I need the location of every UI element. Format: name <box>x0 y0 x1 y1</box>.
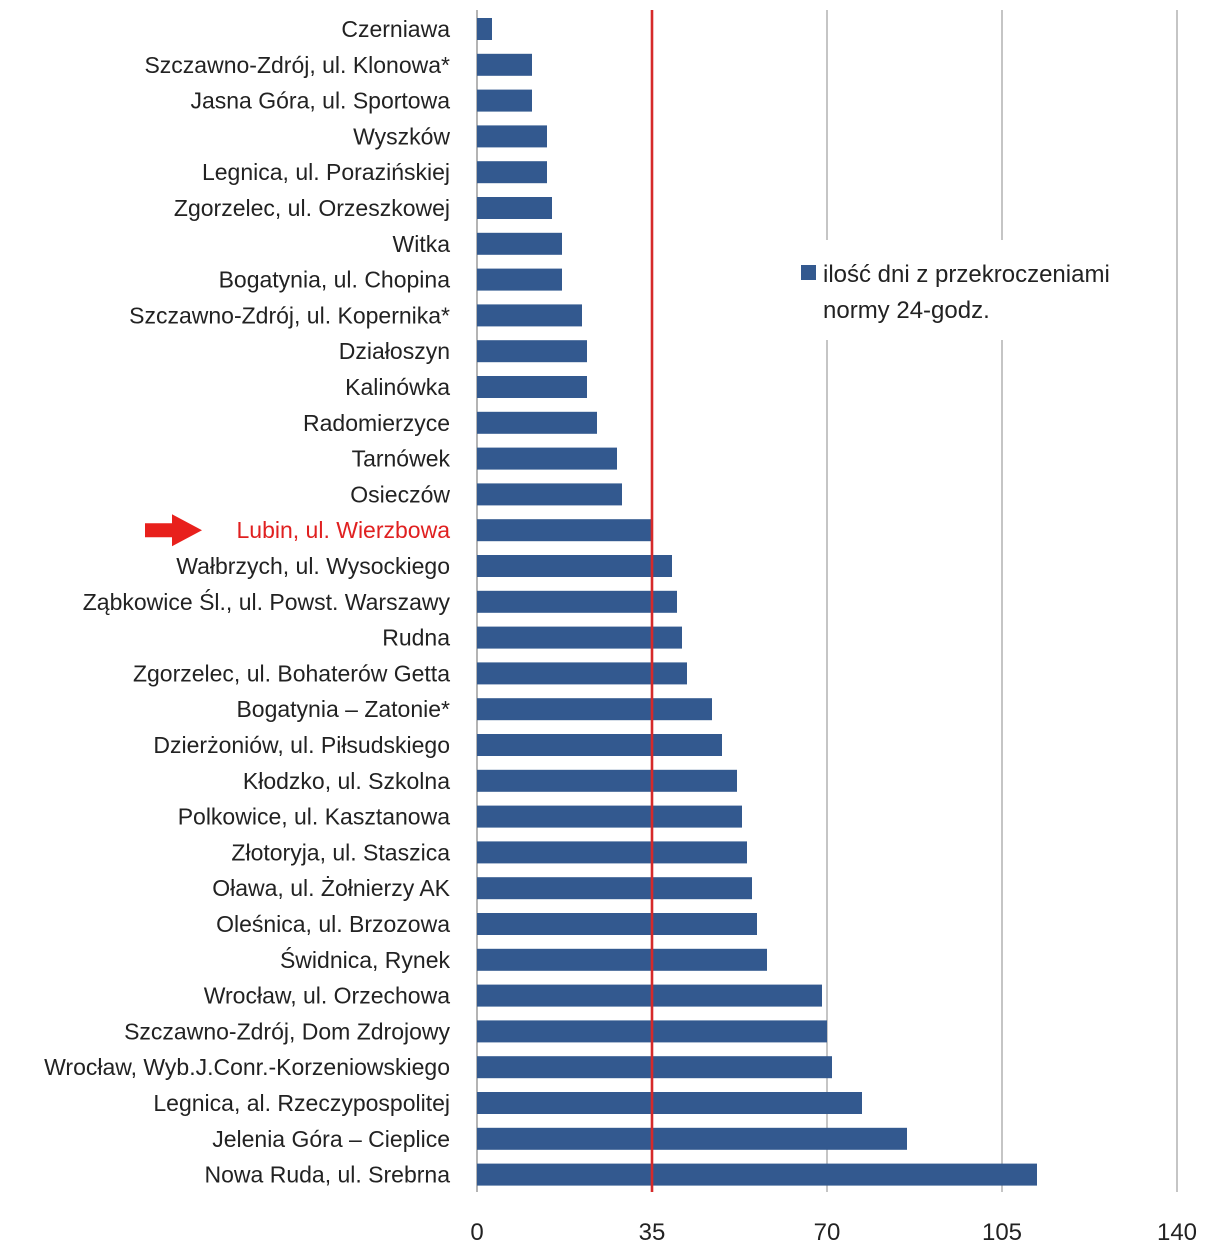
category-labels: Czerniawa Szczawno-Zdrój, ul. Klonowa* Jas… <box>44 16 451 1188</box>
bar <box>477 1092 862 1114</box>
legend-label-line-2: normy 24-godz. <box>823 297 990 324</box>
category-label: Wyszków <box>353 123 450 149</box>
category-label: Wałbrzych, ul. Wysockiego <box>176 553 450 579</box>
bar <box>477 626 682 649</box>
category-label: Legnica, al. Rzeczypospolitej <box>153 1090 450 1116</box>
bar <box>477 877 752 900</box>
bar <box>477 483 622 506</box>
bar <box>477 340 587 363</box>
legend-background <box>795 240 1175 340</box>
category-label: Zgorzelec, ul. Orzeszkowej <box>174 195 450 221</box>
bar <box>477 734 722 756</box>
legend: ilość dni z przekroczeniami normy 24-god… <box>795 240 1175 340</box>
bar <box>477 698 712 721</box>
bar <box>477 984 822 1007</box>
category-label: Osieczów <box>350 481 450 507</box>
category-label: Nowa Ruda, ul. Srebrna <box>205 1162 451 1188</box>
bar <box>477 662 687 685</box>
bar <box>477 519 652 542</box>
category-label: Legnica, ul. Porazińskiej <box>202 159 450 185</box>
bar <box>477 769 737 792</box>
bar <box>477 18 492 40</box>
category-label: Jelenia Góra – Cieplice <box>212 1126 450 1152</box>
category-label: Złotoryja, ul. Staszica <box>231 839 450 865</box>
x-tick-label: 70 <box>814 1219 841 1246</box>
category-label: Działoszyn <box>339 338 450 364</box>
category-label: Rudna <box>382 625 450 651</box>
category-label: Oleśnica, ul. Brzozowa <box>216 911 450 937</box>
bar <box>477 1056 832 1079</box>
bar <box>477 1163 1037 1186</box>
bar <box>477 268 562 291</box>
bar <box>477 53 532 76</box>
category-label: Wrocław, Wyb.J.Conr.-Korzeniowskiego <box>44 1054 450 1080</box>
category-label: Wrocław, ul. Orzechowa <box>204 983 450 1009</box>
bars <box>477 18 1037 1186</box>
bar <box>477 555 672 577</box>
bar <box>477 841 747 864</box>
legend-swatch <box>801 265 816 280</box>
category-label: Szczawno-Zdrój, ul. Kopernika* <box>129 302 450 328</box>
category-label: Ząbkowice Śl., ul. Powst. Warszawy <box>83 588 451 615</box>
bar <box>477 411 597 434</box>
bar <box>477 590 677 613</box>
bar <box>477 89 532 112</box>
bar <box>477 376 587 398</box>
bar <box>477 304 582 327</box>
category-label: Witka <box>393 231 451 257</box>
category-label: Jasna Góra, ul. Sportowa <box>190 88 450 114</box>
x-tick-label: 140 <box>1157 1219 1197 1246</box>
x-tick-label: 0 <box>470 1219 483 1246</box>
bar <box>477 125 547 148</box>
highlight-arrow-icon <box>145 514 202 547</box>
x-tick-label: 105 <box>982 1219 1022 1246</box>
category-label: Kłodzko, ul. Szkolna <box>243 768 450 794</box>
category-label: Świdnica, Rynek <box>280 946 451 973</box>
bar <box>477 197 552 219</box>
bar <box>477 805 742 828</box>
category-label: Dzierżoniów, ul. Piłsudskiego <box>153 732 450 758</box>
category-label: Polkowice, ul. Kasztanowa <box>178 804 451 830</box>
bar <box>477 161 547 184</box>
bar <box>477 447 617 470</box>
legend-label-line-1: ilość dni z przekroczeniami <box>823 261 1110 288</box>
category-label: Oława, ul. Żołnierzy AK <box>212 875 450 901</box>
bar <box>477 948 767 971</box>
x-axis-ticks: 0 35 70 105 140 <box>470 1219 1197 1246</box>
category-label: Radomierzyce <box>303 410 450 436</box>
category-label: Kalinówka <box>345 374 450 400</box>
category-label: Czerniawa <box>341 16 450 42</box>
category-label: Szczawno-Zdrój, Dom Zdrojowy <box>124 1018 450 1044</box>
category-label: Bogatynia, ul. Chopina <box>219 267 451 293</box>
bar <box>477 232 562 255</box>
category-label: Tarnówek <box>352 446 451 472</box>
x-tick-label: 35 <box>639 1219 666 1246</box>
bar <box>477 913 757 935</box>
category-label-highlighted: Lubin, ul. Wierzbowa <box>237 517 451 543</box>
bar <box>477 1127 907 1150</box>
category-label: Zgorzelec, ul. Bohaterów Getta <box>133 660 450 686</box>
category-label: Szczawno-Zdrój, ul. Klonowa* <box>144 52 450 78</box>
category-label: Bogatynia – Zatonie* <box>236 696 450 722</box>
